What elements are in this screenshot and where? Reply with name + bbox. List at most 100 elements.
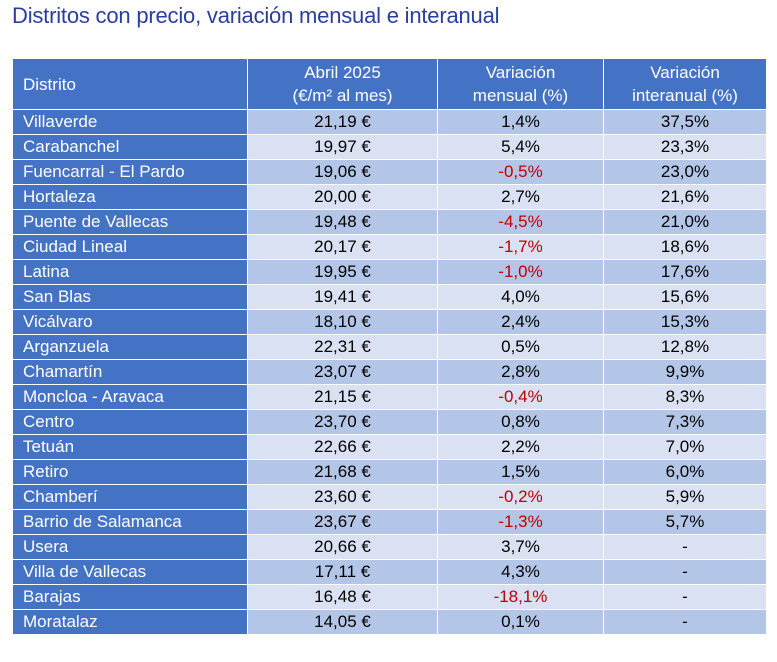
annual-change-cell: 23,0% — [603, 159, 767, 185]
district-cell: San Blas — [12, 284, 248, 310]
header-price-line2: (€/m² al mes) — [292, 86, 393, 105]
table-row: Barrio de Salamanca 23,67 € -1,3% 5,7% — [12, 509, 767, 535]
header-monthly-line2: mensual (%) — [472, 86, 569, 105]
annual-change-cell: 8,3% — [603, 384, 767, 410]
annual-change-cell: 9,9% — [603, 359, 767, 385]
annual-change-cell: 21,0% — [603, 209, 767, 235]
annual-change-cell: 18,6% — [603, 234, 767, 260]
district-cell: Chamartín — [12, 359, 248, 385]
annual-change-cell: 5,7% — [603, 509, 767, 535]
district-cell: Moratalaz — [12, 609, 248, 635]
header-annual: Variación interanual (%) — [603, 58, 767, 110]
price-cell: 19,95 € — [247, 259, 438, 285]
annual-change-cell: - — [603, 584, 767, 610]
monthly-change-cell: -0,4% — [437, 384, 604, 410]
monthly-change-cell: -1,3% — [437, 509, 604, 535]
district-cell: Puente de Vallecas — [12, 209, 248, 235]
monthly-change-cell: -1,7% — [437, 234, 604, 260]
header-monthly-line1: Variación — [485, 63, 556, 82]
annual-change-cell: 21,6% — [603, 184, 767, 210]
annual-change-cell: - — [603, 559, 767, 585]
district-cell: Arganzuela — [12, 334, 248, 360]
district-cell: Usera — [12, 534, 248, 560]
price-cell: 18,10 € — [247, 309, 438, 335]
price-cell: 19,97 € — [247, 134, 438, 160]
price-cell: 20,66 € — [247, 534, 438, 560]
header-district-label: Distrito — [23, 74, 76, 94]
annual-change-cell: 15,6% — [603, 284, 767, 310]
price-cell: 19,48 € — [247, 209, 438, 235]
table-row: Vicálvaro 18,10 €2,4% 15,3% — [12, 309, 767, 335]
price-cell: 19,06 € — [247, 159, 438, 185]
district-cell: Moncloa - Aravaca — [12, 384, 248, 410]
price-cell: 21,68 € — [247, 459, 438, 485]
price-cell: 17,11 € — [247, 559, 438, 585]
table-row: Chamberí 23,60 € -0,2% 5,9% — [12, 484, 767, 510]
price-cell: 23,60 € — [247, 484, 438, 510]
price-cell: 23,70 € — [247, 409, 438, 435]
table-row: Chamartín 23,07 €2,8% 9,9% — [12, 359, 767, 385]
annual-change-cell: 37,5% — [603, 109, 767, 135]
annual-change-cell: 7,3% — [603, 409, 767, 435]
monthly-change-cell: 1,5% — [437, 459, 604, 485]
district-cell: Barrio de Salamanca — [12, 509, 248, 535]
table-row: Ciudad Lineal 20,17 € -1,7% 18,6% — [12, 234, 767, 260]
header-price: Abril 2025 (€/m² al mes) — [247, 58, 438, 110]
header-price-line1: Abril 2025 — [304, 63, 381, 82]
table-row: Villa de Vallecas 17,11 €4,3% - — [12, 559, 767, 585]
district-cell: Retiro — [12, 459, 248, 485]
table-row: Villaverde 21,19 €1,4% 37,5% — [12, 109, 767, 135]
monthly-change-cell: 0,1% — [437, 609, 604, 635]
header-annual-line2: interanual (%) — [632, 86, 738, 105]
price-cell: 22,66 € — [247, 434, 438, 460]
table-row: Tetuán 22,66 €2,2% 7,0% — [12, 434, 767, 460]
price-cell: 23,67 € — [247, 509, 438, 535]
table-row: Moratalaz 14,05 €0,1% - — [12, 609, 767, 635]
annual-change-cell: 5,9% — [603, 484, 767, 510]
annual-change-cell: - — [603, 609, 767, 635]
annual-change-cell: 7,0% — [603, 434, 767, 460]
monthly-change-cell: -0,2% — [437, 484, 604, 510]
price-cell: 21,15 € — [247, 384, 438, 410]
annual-change-cell: 23,3% — [603, 134, 767, 160]
district-cell: Chamberí — [12, 484, 248, 510]
header-annual-line1: Variación — [650, 63, 720, 82]
monthly-change-cell: 2,2% — [437, 434, 604, 460]
annual-change-cell: 17,6% — [603, 259, 767, 285]
table-row: Latina 19,95 € -1,0% 17,6% — [12, 259, 767, 285]
monthly-change-cell: 4,3% — [437, 559, 604, 585]
monthly-change-cell: -18,1% — [437, 584, 604, 610]
district-cell: Hortaleza — [12, 184, 248, 210]
table-row: Moncloa - Aravaca 21,15 € -0,4% 8,3% — [12, 384, 767, 410]
district-cell: Ciudad Lineal — [12, 234, 248, 260]
table-row: Usera 20,66 €3,7% - — [12, 534, 767, 560]
district-cell: Tetuán — [12, 434, 248, 460]
monthly-change-cell: 2,4% — [437, 309, 604, 335]
monthly-change-cell: 4,0% — [437, 284, 604, 310]
price-cell: 14,05 € — [247, 609, 438, 635]
monthly-change-cell: -1,0% — [437, 259, 604, 285]
table-row: Hortaleza 20,00 €2,7% 21,6% — [12, 184, 767, 210]
monthly-change-cell: -4,5% — [437, 209, 604, 235]
table-row: Carabanchel 19,97 €5,4% 23,3% — [12, 134, 767, 160]
price-cell: 22,31 € — [247, 334, 438, 360]
table-row: Retiro 21,68 €1,5% 6,0% — [12, 459, 767, 485]
price-cell: 20,17 € — [247, 234, 438, 260]
district-cell: Villaverde — [12, 109, 248, 135]
annual-change-cell: 15,3% — [603, 309, 767, 335]
table-row: Centro 23,70 €0,8% 7,3% — [12, 409, 767, 435]
monthly-change-cell: -0,5% — [437, 159, 604, 185]
district-cell: Centro — [12, 409, 248, 435]
price-cell: 19,41 € — [247, 284, 438, 310]
annual-change-cell: 12,8% — [603, 334, 767, 360]
monthly-change-cell: 0,5% — [437, 334, 604, 360]
monthly-change-cell: 2,8% — [437, 359, 604, 385]
monthly-change-cell: 3,7% — [437, 534, 604, 560]
page-title: Distritos con precio, variación mensual … — [12, 3, 500, 28]
table-row: Barajas 16,48 € -18,1% - — [12, 584, 767, 610]
annual-change-cell: - — [603, 534, 767, 560]
district-cell: Fuencarral - El Pardo — [12, 159, 248, 185]
monthly-change-cell: 5,4% — [437, 134, 604, 160]
table-body: Villaverde 21,19 €1,4% 37,5% Carabanchel 19,… — [12, 109, 767, 635]
monthly-change-cell: 0,8% — [437, 409, 604, 435]
